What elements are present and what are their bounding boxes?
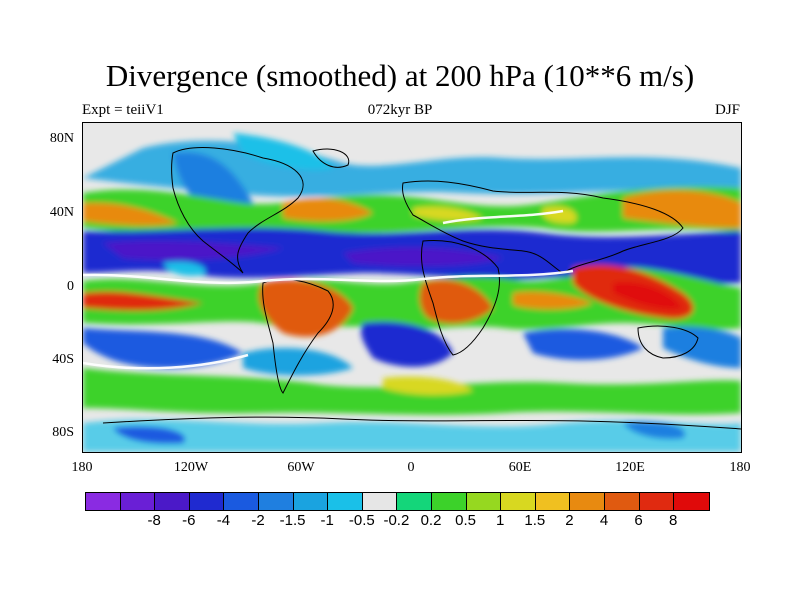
colorbar-swatch: [86, 493, 121, 510]
colorbar-swatch: [674, 493, 709, 510]
colorbar-swatch: [328, 493, 363, 510]
x-tick-0: 0: [407, 460, 415, 475]
colorbar-swatch: [431, 493, 467, 510]
x-tick-180e: 180: [729, 460, 751, 475]
map-title: Divergence (smoothed) at 200 hPa (10**6 …: [105, 58, 695, 93]
y-tick-0: 0: [67, 279, 74, 294]
colorbar-label: 1.5: [524, 512, 546, 529]
colorbar-label: -1: [320, 512, 334, 529]
colorbar-swatch: [155, 493, 190, 510]
colorbar-swatch: [120, 493, 156, 510]
x-tick-120w: 120W: [173, 460, 209, 475]
x-tick-180w: 180: [71, 460, 93, 475]
colorbar-label: -2: [251, 512, 265, 529]
colorbar-label: 0.2: [420, 512, 442, 529]
colorbar-swatch: [466, 493, 502, 510]
colorbar-swatch: [397, 493, 432, 510]
x-tick-120e: 120E: [615, 460, 645, 475]
colorbar-label: -0.2: [383, 512, 410, 529]
season-label: DJF: [714, 102, 740, 118]
y-tick-80s: 80S: [52, 425, 74, 440]
colorbar-label: 4: [599, 512, 609, 529]
colorbar-label: -1.5: [279, 512, 306, 529]
colorbar-swatch: [501, 493, 536, 510]
y-tick-40n: 40N: [49, 205, 74, 220]
y-tick-80n: 80N: [49, 131, 74, 146]
colorbar-label: -6: [182, 512, 196, 529]
colorbar-swatch: [293, 493, 329, 510]
x-tick-60w: 60W: [287, 460, 315, 475]
divergence-map: [82, 122, 742, 453]
colorbar-label: 2: [565, 512, 574, 529]
experiment-label: Expt = teiiV1: [82, 102, 164, 118]
colorbar-swatch: [570, 493, 605, 510]
colorbar-label: 0.5: [455, 512, 477, 529]
colorbar-swatch: [639, 493, 675, 510]
colorbar-swatch: [189, 493, 225, 510]
colorbar-swatch: [535, 493, 571, 510]
x-tick-60e: 60E: [508, 460, 532, 475]
colorbar-swatch: [604, 493, 640, 510]
colorbar-label: -0.5: [348, 512, 375, 529]
colorbar-label: 1: [496, 512, 505, 529]
colorbar: [85, 492, 710, 511]
colorbar-label: 6: [634, 512, 643, 529]
map-canvas: [83, 123, 741, 452]
colorbar-swatch: [224, 493, 259, 510]
y-tick-40s: 40S: [52, 352, 74, 367]
colorbar-swatch: [258, 493, 294, 510]
colorbar-swatch: [362, 493, 398, 510]
colorbar-label: -8: [147, 512, 161, 529]
colorbar-label: -4: [216, 512, 231, 529]
period-label: 072kyr BP: [367, 102, 433, 118]
colorbar-label: 8: [669, 512, 678, 529]
